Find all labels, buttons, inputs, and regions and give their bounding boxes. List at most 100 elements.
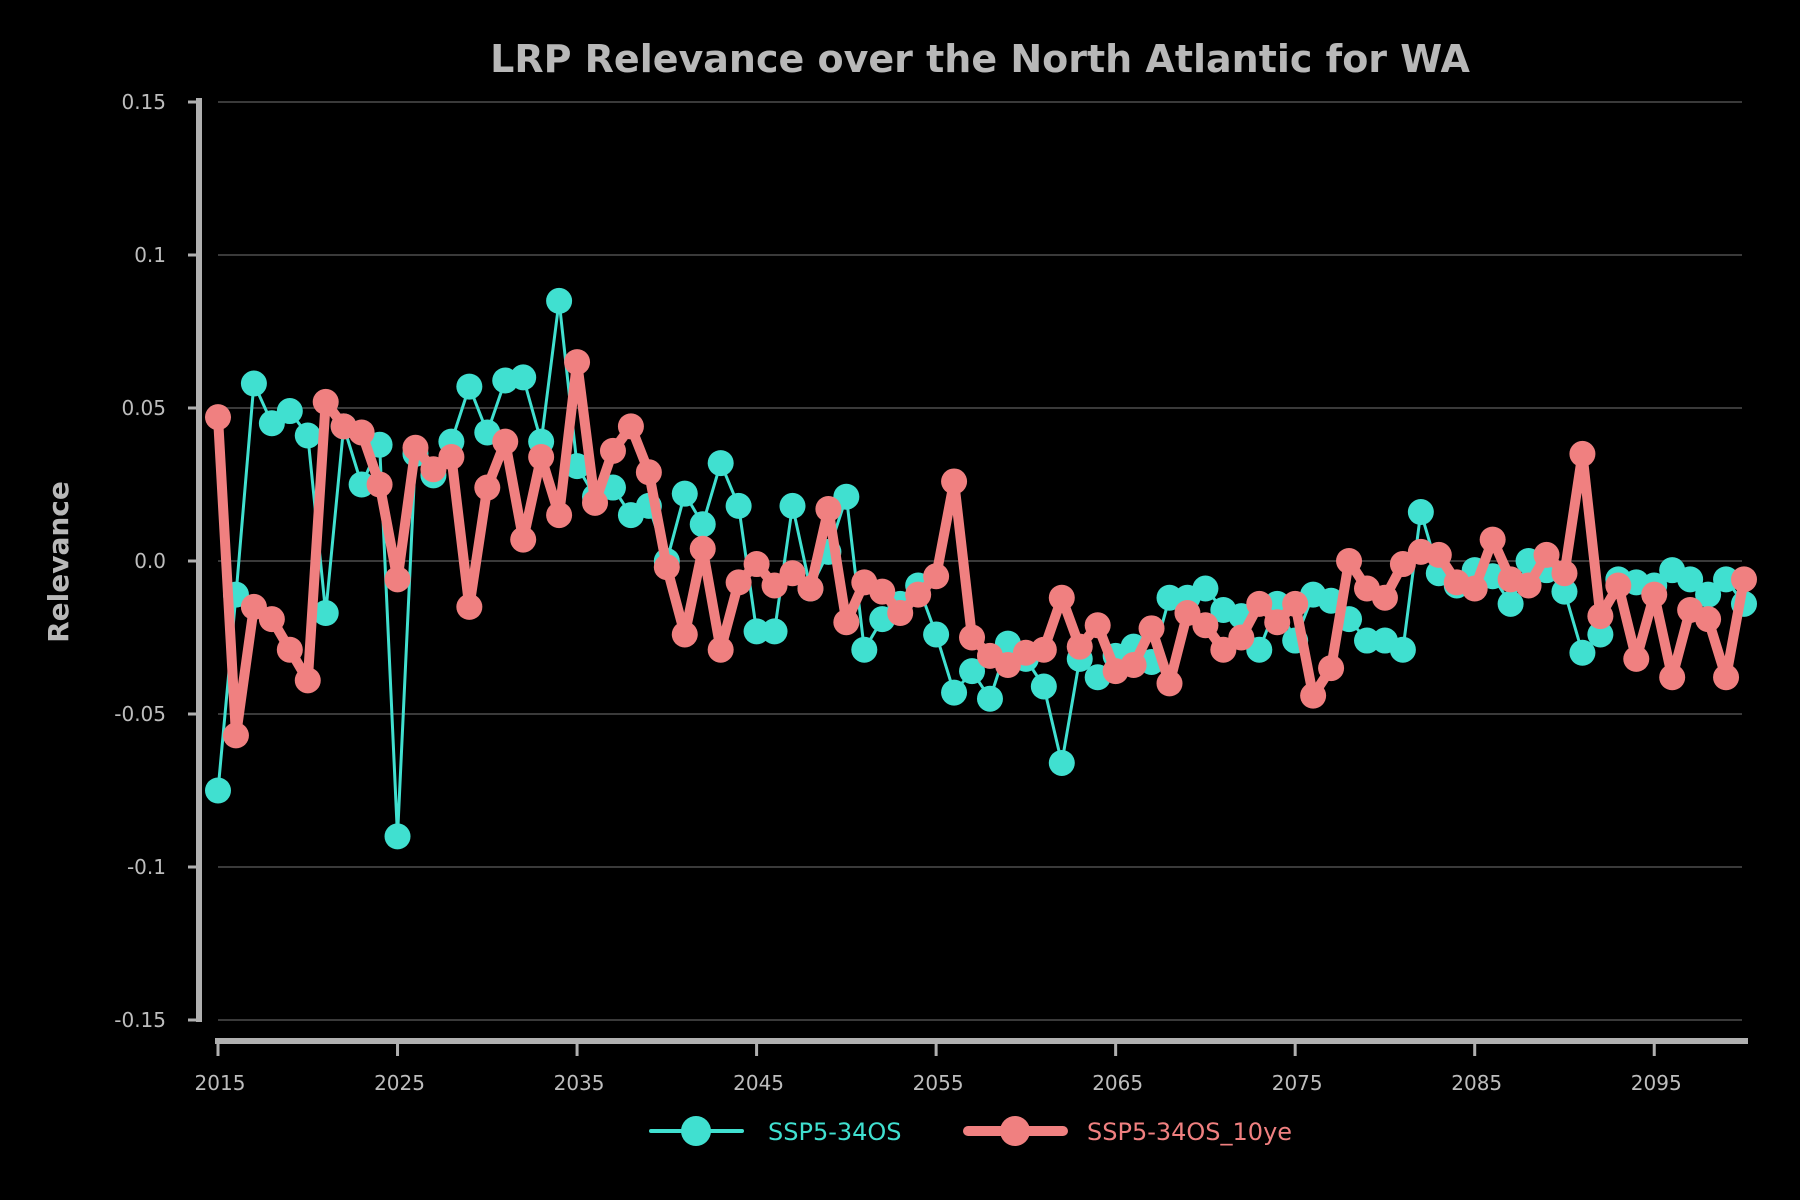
- data-point: [923, 563, 950, 590]
- data-point: [1156, 584, 1183, 611]
- data-point: [1479, 526, 1506, 553]
- data-point: [923, 621, 950, 648]
- x-tick-label-2: 2035: [554, 1071, 605, 1095]
- data-point: [1695, 581, 1722, 608]
- data-point: [1030, 636, 1057, 663]
- data-point: [384, 566, 411, 593]
- data-point: [1587, 603, 1614, 630]
- data-point: [761, 618, 788, 645]
- data-point: [1731, 566, 1757, 593]
- y-tick-label-6: -0.15: [114, 1008, 166, 1032]
- data-point: [743, 551, 770, 578]
- data-point: [456, 593, 483, 620]
- data-point: [1336, 548, 1363, 574]
- data-point: [258, 606, 285, 633]
- legend-label-1: SSP5-34OS_10ye: [1087, 1118, 1292, 1146]
- data-point: [725, 569, 752, 596]
- x-tick-label-1: 2025: [374, 1071, 425, 1095]
- x-tick-label-7: 2085: [1451, 1071, 1502, 1095]
- data-point: [546, 287, 573, 314]
- data-point: [1425, 541, 1452, 568]
- data-point: [1551, 578, 1578, 605]
- data-point: [1353, 627, 1380, 654]
- data-point: [510, 526, 537, 553]
- data-point: [743, 618, 770, 645]
- data-point: [599, 437, 626, 464]
- y-tick-label-2: 0.05: [121, 396, 166, 420]
- data-point: [941, 468, 968, 495]
- data-point: [222, 722, 249, 749]
- data-point: [366, 471, 393, 498]
- data-point: [1695, 606, 1722, 633]
- data-point: [1713, 566, 1740, 593]
- data-point: [1120, 652, 1147, 679]
- y-tick-label-0: 0.15: [121, 90, 166, 114]
- data-point: [1048, 749, 1075, 776]
- data-point: [582, 489, 609, 516]
- data-point: [1282, 590, 1309, 617]
- data-point: [456, 373, 483, 400]
- data-point: [205, 404, 231, 431]
- x-tick-label-6: 2075: [1272, 1071, 1323, 1095]
- x-tick-label-3: 2045: [733, 1071, 784, 1095]
- data-point: [689, 511, 716, 538]
- data-point: [312, 600, 339, 627]
- data-point: [1623, 645, 1650, 672]
- data-point: [294, 667, 321, 694]
- data-point: [725, 492, 752, 519]
- x-tick-label-8: 2095: [1631, 1071, 1682, 1095]
- data-point: [1497, 590, 1524, 617]
- data-point: [959, 624, 986, 651]
- axes: [188, 98, 1748, 1056]
- data-point: [941, 679, 968, 706]
- data-point: [1407, 499, 1434, 526]
- tick-labels: 0.15 0.1 0.05 0.0 -0.05 -0.1 -0.15 2015 2025 2035…: [114, 90, 1681, 1095]
- data-point: [653, 554, 680, 581]
- data-point: [905, 581, 932, 608]
- data-point: [1066, 633, 1093, 660]
- data-point: [869, 578, 896, 605]
- x-tick-label-5: 2065: [1092, 1071, 1143, 1095]
- data-point: [528, 443, 555, 470]
- data-point: [1300, 682, 1327, 709]
- y-tick-label-1: 0.1: [134, 243, 166, 267]
- data-point: [671, 621, 698, 648]
- data-point: [1659, 664, 1686, 691]
- data-point: [348, 471, 375, 498]
- data-point: [689, 535, 716, 562]
- data-point: [976, 685, 1003, 712]
- data-point: [1515, 572, 1542, 599]
- data-point: [564, 349, 591, 376]
- data-point: [797, 575, 824, 602]
- data-point: [1461, 575, 1488, 602]
- legend-item-0: SSP5-34OS: [649, 1116, 902, 1146]
- data-point: [779, 492, 806, 519]
- data-point: [779, 560, 806, 587]
- data-point: [959, 658, 986, 685]
- data-point: [205, 777, 231, 804]
- data-point: [851, 636, 878, 663]
- x-tick-label-4: 2055: [913, 1071, 964, 1095]
- data-point: [276, 636, 303, 663]
- data-point: [294, 422, 321, 449]
- data-point: [1641, 581, 1668, 608]
- y-tick-label-3: 0.0: [134, 549, 166, 573]
- data-point: [707, 636, 734, 663]
- data-point: [1156, 670, 1183, 697]
- x-tick-label-0: 2015: [195, 1071, 246, 1095]
- data-point: [1246, 590, 1273, 617]
- legend: SSP5-34OS SSP5-34OS_10ye: [649, 1116, 1292, 1146]
- legend-item-1: SSP5-34OS_10ye: [963, 1116, 1292, 1146]
- data-point: [492, 428, 519, 455]
- data-point: [276, 398, 303, 425]
- y-axis-label: Relevance: [42, 481, 75, 643]
- data-point: [1192, 612, 1219, 639]
- data-point: [1605, 572, 1632, 599]
- data-point: [617, 413, 644, 440]
- data-point: [474, 474, 501, 501]
- series-1: [205, 349, 1757, 749]
- data-point: [1587, 621, 1614, 648]
- data-point: [1084, 612, 1111, 639]
- data-point: [1030, 673, 1057, 700]
- data-point: [348, 419, 375, 446]
